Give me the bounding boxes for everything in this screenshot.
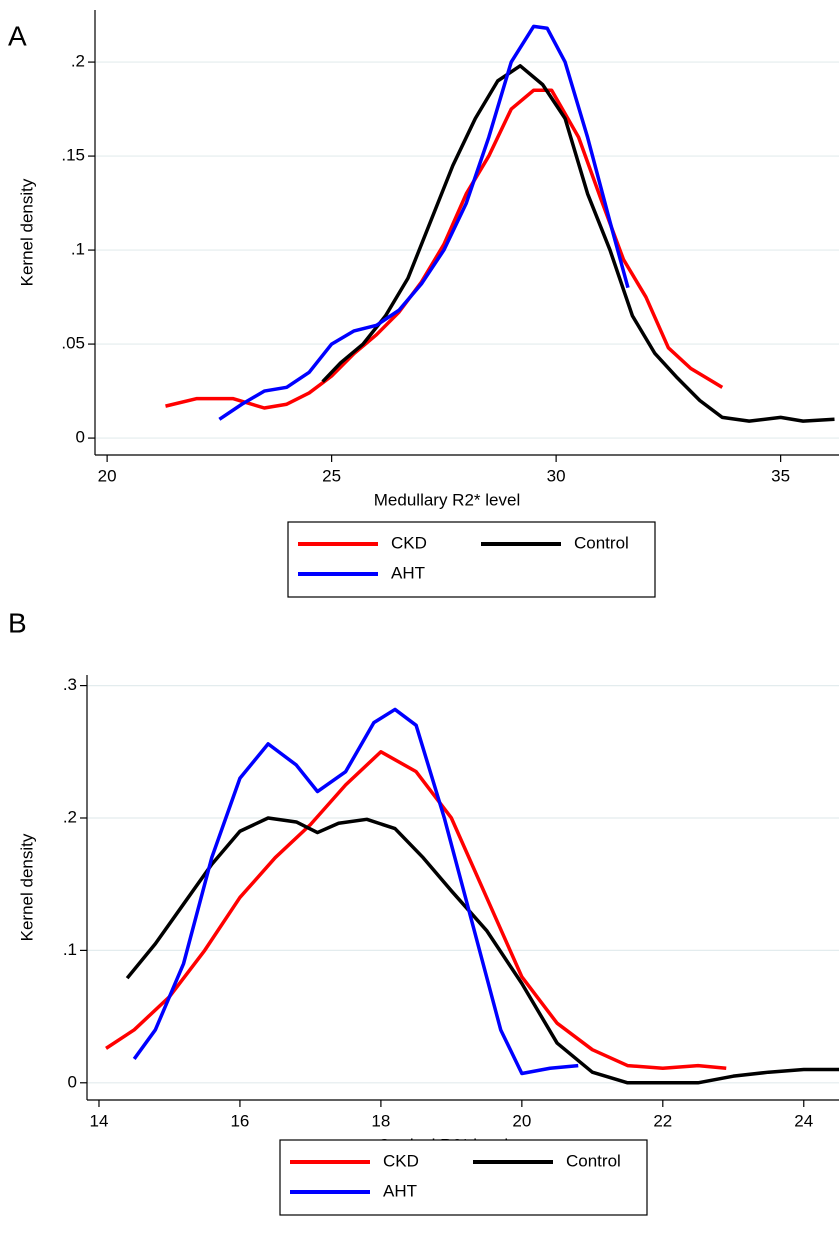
line: [105, 750, 727, 1070]
y-tick-label: .1: [71, 240, 85, 259]
line: [218, 24, 630, 421]
legend-box: [279, 1139, 648, 1216]
x-tick-label: 22: [653, 1111, 672, 1130]
y-tick-label: .2: [63, 807, 77, 826]
y-tick-label: .2: [71, 52, 85, 71]
y-tick-label: 0: [76, 428, 85, 447]
x-tick-label: 16: [230, 1111, 249, 1130]
legend-label: CKD: [391, 533, 427, 552]
y-axis-title: Kernel density: [17, 178, 36, 286]
legend-label: AHT: [383, 1181, 417, 1200]
panel-label: A: [8, 20, 27, 51]
y-tick-label: .05: [61, 334, 85, 353]
y-tick-label: .1: [63, 940, 77, 959]
x-tick-label: 35: [771, 466, 790, 485]
y-axis-title: Kernel density: [17, 833, 36, 941]
line: [125, 816, 839, 1085]
x-tick-label: 24: [794, 1111, 813, 1130]
line: [132, 707, 579, 1076]
y-tick-label: .15: [61, 146, 85, 165]
legend-label: AHT: [391, 563, 425, 582]
legend-label: CKD: [383, 1151, 419, 1170]
y-tick-label: .3: [63, 675, 77, 694]
panel-label: B: [8, 607, 27, 638]
x-tick-label: 18: [371, 1111, 390, 1130]
legend-label: Control: [566, 1151, 621, 1170]
line: [321, 64, 835, 423]
line: [165, 88, 724, 410]
x-tick-label: 14: [90, 1111, 109, 1130]
legend-box: [287, 521, 656, 598]
y-tick-label: 0: [68, 1072, 77, 1091]
legend-label: Control: [574, 533, 629, 552]
x-tick-label: 20: [98, 466, 117, 485]
x-axis-title: Medullary R2* level: [374, 490, 520, 509]
x-tick-label: 25: [322, 466, 341, 485]
x-tick-label: 20: [512, 1111, 531, 1130]
x-tick-label: 30: [547, 466, 566, 485]
